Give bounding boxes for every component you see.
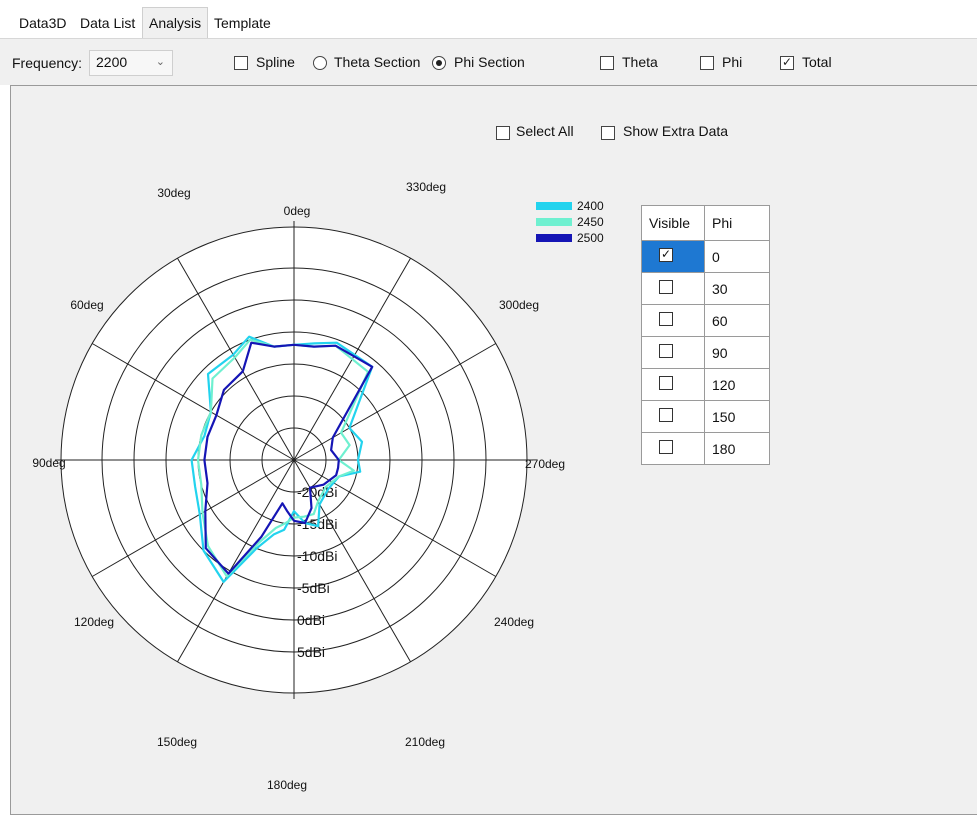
phi-cell: 90 — [704, 336, 770, 369]
show-extra-data-label: Show Extra Data — [623, 123, 729, 139]
legend-swatch-2450 — [536, 218, 572, 226]
chevron-down-icon: ⌄ — [155, 56, 165, 68]
total-label: Total — [802, 54, 832, 70]
polar-spoke — [293, 459, 497, 577]
phi-cell: 60 — [704, 304, 770, 337]
theta-checkbox[interactable] — [600, 56, 614, 70]
radial-label: 0dBi — [297, 612, 325, 628]
check-icon: ✓ — [782, 55, 793, 69]
angle-label: 150deg — [157, 735, 197, 749]
angle-label: 210deg — [405, 735, 445, 749]
theta-section-label: Theta Section — [334, 54, 421, 70]
phi-cell: 120 — [704, 368, 770, 401]
check-icon: ✓ — [661, 247, 672, 261]
table-row[interactable]: 120 — [641, 368, 770, 401]
angle-label: 30deg — [157, 186, 190, 200]
phi-section-label: Phi Section — [454, 54, 525, 70]
angle-label: 180deg — [267, 778, 307, 792]
frequency-value: 2200 — [96, 54, 128, 70]
polar-spoke — [91, 459, 295, 577]
angle-label: 120deg — [74, 615, 114, 629]
phi-table: Visible Phi ✓ 0 30 60 90 120 150 180 — [641, 205, 770, 465]
series-line-2500 — [203, 341, 374, 575]
header-visible[interactable]: Visible — [641, 205, 705, 241]
radial-label: -10dBi — [297, 548, 337, 564]
phi-cell: 0 — [704, 240, 770, 273]
legend-swatch-2500 — [536, 234, 572, 242]
polar-spoke — [177, 459, 295, 663]
visible-checkbox[interactable] — [659, 344, 673, 358]
series-line-2450 — [196, 338, 370, 578]
theta-section-radio[interactable] — [313, 56, 327, 70]
radial-label: -20dBi — [297, 484, 337, 500]
visible-checkbox[interactable] — [659, 376, 673, 390]
visible-cell[interactable] — [641, 272, 705, 305]
polar-spoke — [293, 343, 497, 461]
tab-data-list[interactable]: Data List — [80, 15, 136, 31]
phi-cell: 30 — [704, 272, 770, 305]
frequency-select[interactable]: 2200 ⌄ — [89, 50, 173, 76]
visible-cell[interactable] — [641, 432, 705, 465]
visible-checkbox[interactable] — [659, 440, 673, 454]
polar-spoke — [91, 343, 295, 461]
legend-swatch-2400 — [536, 202, 572, 210]
legend-label-2400: 2400 — [577, 199, 604, 213]
tab-bar: Data3D Data List Analysis Template — [0, 0, 977, 38]
frequency-label: Frequency: — [12, 55, 83, 71]
visible-cell[interactable]: ✓ — [641, 240, 705, 273]
tab-data3d[interactable]: Data3D — [19, 15, 67, 31]
legend-label-2500: 2500 — [577, 231, 604, 245]
tab-analysis[interactable]: Analysis — [142, 7, 209, 38]
polar-spoke — [177, 257, 295, 461]
angle-label: 90deg — [32, 456, 65, 470]
table-row[interactable]: 180 — [641, 432, 770, 465]
table-row[interactable]: 30 — [641, 272, 770, 305]
show-extra-data-checkbox[interactable] — [601, 126, 615, 140]
visible-cell[interactable] — [641, 400, 705, 433]
angle-label: 60deg — [70, 298, 103, 312]
analysis-panel: 0deg 30deg 60deg 90deg 120deg 150deg 180deg 210… — [10, 85, 977, 815]
radial-label: -5dBi — [297, 580, 330, 596]
radial-label: 5dBi — [297, 644, 325, 660]
visible-cell[interactable] — [641, 304, 705, 337]
polar-chart: 0deg 30deg 60deg 90deg 120deg 150deg 180deg 210… — [32, 180, 604, 792]
tab-template[interactable]: Template — [214, 15, 271, 31]
header-phi[interactable]: Phi — [704, 205, 770, 241]
angle-label: 330deg — [406, 180, 446, 194]
visible-checkbox[interactable] — [659, 280, 673, 294]
phi-section-radio[interactable] — [432, 56, 446, 70]
table-row[interactable]: 60 — [641, 304, 770, 337]
spline-checkbox[interactable] — [234, 56, 248, 70]
visible-cell[interactable] — [641, 368, 705, 401]
table-row[interactable]: ✓ 0 — [641, 240, 770, 273]
table-header-row: Visible Phi — [641, 205, 770, 241]
visible-checkbox[interactable] — [659, 408, 673, 422]
visible-cell[interactable] — [641, 336, 705, 369]
total-checkbox[interactable]: ✓ — [780, 55, 794, 70]
series-line-2400 — [190, 335, 374, 583]
polar-spoke — [293, 459, 411, 663]
phi-cell: 150 — [704, 400, 770, 433]
phi-checkbox[interactable] — [700, 56, 714, 70]
phi-label: Phi — [722, 54, 743, 70]
select-all-label: Select All — [516, 123, 574, 139]
phi-cell: 180 — [704, 432, 770, 465]
table-row[interactable]: 150 — [641, 400, 770, 433]
select-all-checkbox[interactable] — [496, 126, 510, 140]
angle-label: 270deg — [525, 457, 565, 471]
legend-label-2450: 2450 — [577, 215, 604, 229]
table-row[interactable]: 90 — [641, 336, 770, 369]
visible-checkbox[interactable]: ✓ — [659, 247, 673, 262]
spline-label: Spline — [256, 54, 295, 70]
angle-label: 240deg — [494, 615, 534, 629]
angle-label: 0deg — [284, 204, 311, 218]
analysis-toolbar: Frequency: 2200 ⌄ Spline Theta Section P… — [0, 38, 977, 85]
theta-label: Theta — [622, 54, 658, 70]
angle-label: 300deg — [499, 298, 539, 312]
visible-checkbox[interactable] — [659, 312, 673, 326]
